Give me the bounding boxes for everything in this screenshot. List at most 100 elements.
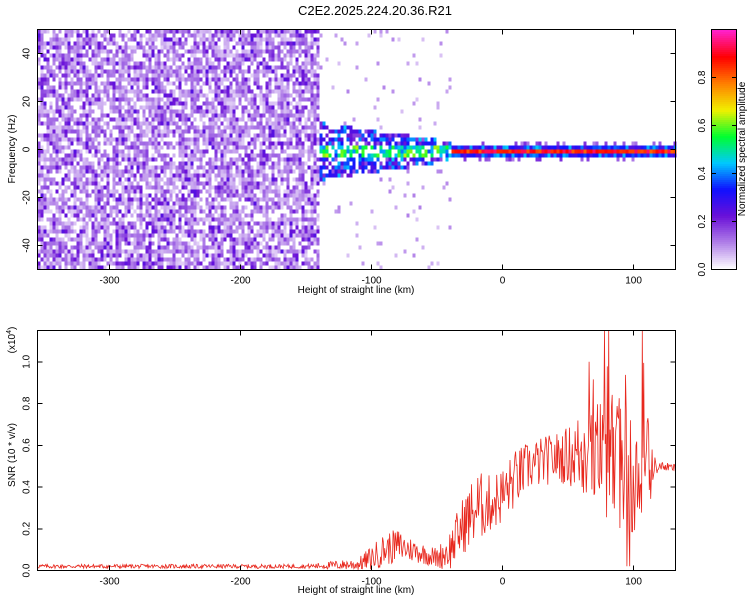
spectrogram-cell <box>508 145 512 150</box>
spectrogram-cell <box>628 149 632 154</box>
spectrogram-cell <box>94 257 98 262</box>
spectrogram-cell <box>76 245 80 250</box>
spectrogram-cell <box>250 149 254 154</box>
spectrogram-cell <box>82 121 86 126</box>
spectrogram-cell <box>304 53 308 58</box>
spectrogram-cell <box>49 261 53 266</box>
spectrogram-cell <box>400 137 404 142</box>
spectrogram-cell <box>166 181 170 186</box>
spectrogram-cell <box>214 85 218 90</box>
spectrogram-cell <box>229 29 233 34</box>
spectrogram-cell <box>265 85 269 90</box>
spectrogram-cell <box>286 233 290 238</box>
spectrogram-cell <box>337 165 341 170</box>
spectrogram-cell <box>79 97 83 102</box>
spectrogram-cell <box>289 137 293 142</box>
spectrogram-cell <box>298 153 302 158</box>
spectrogram-cell <box>178 73 182 78</box>
spectrogram-cell <box>445 149 449 154</box>
spectrogram-cell <box>247 49 251 54</box>
spectrogram-cell <box>115 49 119 54</box>
spectrogram-cell <box>100 157 104 162</box>
spectrogram-cell <box>196 181 200 186</box>
spectrogram-cell <box>388 133 392 138</box>
spectrogram-cell <box>217 181 221 186</box>
spectrogram-cell <box>262 149 266 154</box>
spectrogram-cell <box>265 213 269 218</box>
spectrogram-cell <box>49 241 53 246</box>
spectrogram-cell <box>247 185 251 190</box>
spectrogram-cell <box>247 109 251 114</box>
spectrogram-cell <box>133 233 137 238</box>
spectrogram-cell <box>292 41 296 46</box>
spectrogram-cell <box>151 217 155 222</box>
spectrogram-cell <box>316 73 320 78</box>
spectrogram-cell <box>130 205 134 210</box>
spectrogram-cell <box>220 29 224 34</box>
spectrogram-cell <box>217 61 221 66</box>
spectrogram-cell <box>472 153 476 158</box>
spectrogram-cell <box>367 153 371 158</box>
spectrogram-cell <box>217 37 221 42</box>
spectrogram-cell <box>208 157 212 162</box>
spectrogram-cell <box>70 265 74 270</box>
spectrogram-cell <box>373 141 377 146</box>
spectrogram-cell <box>397 141 401 146</box>
spectrogram-cell <box>37 161 41 166</box>
spectrogram-cell <box>175 57 179 62</box>
spectrogram-cell <box>631 149 635 154</box>
spectrogram-cell <box>310 105 314 110</box>
spectrogram-cell <box>220 157 224 162</box>
spectrogram-cell <box>163 225 167 230</box>
spectrogram-cell <box>106 77 110 82</box>
spectrogram-cell <box>301 261 305 266</box>
spectrogram-cell <box>298 49 302 54</box>
spectrogram-cell <box>196 141 200 146</box>
spectrogram-cell <box>205 137 209 142</box>
spectrogram-cell <box>238 69 242 74</box>
spectrogram-cell <box>79 189 83 194</box>
spectrogram-cell <box>298 197 302 202</box>
spectrogram-cell <box>223 129 227 134</box>
spectrogram-cell <box>313 113 317 118</box>
spectrogram-cell <box>574 145 578 150</box>
spectrogram-cell <box>112 253 116 258</box>
spectrogram-cell <box>301 245 305 250</box>
spectrogram-cell <box>214 145 218 150</box>
spectrogram-cell <box>238 169 242 174</box>
spectrogram-cell <box>148 245 152 250</box>
spectrogram-cell <box>67 117 71 122</box>
spectrogram-cell <box>181 157 185 162</box>
spectrogram-cell <box>61 65 65 70</box>
spectrogram-cell <box>154 157 158 162</box>
spectrogram-cell <box>379 149 383 154</box>
spectrogram-cell <box>211 125 215 130</box>
spectrogram-cell <box>439 169 443 174</box>
spectrogram-cell <box>73 261 77 266</box>
spectrogram-cell <box>292 221 296 226</box>
spectrogram-cell <box>166 161 170 166</box>
spectrogram-cell <box>361 153 365 158</box>
spectrogram-cell <box>316 237 320 242</box>
spectrogram-cell <box>244 237 248 242</box>
spectrogram-cell <box>259 161 263 166</box>
spectrogram-cell <box>166 37 170 42</box>
spectrogram-cell <box>127 181 131 186</box>
colorbar-swatch <box>711 209 737 213</box>
spectrogram-cell <box>181 261 185 266</box>
spectrogram-cell <box>73 29 77 34</box>
spectrogram-cell <box>115 149 119 154</box>
spectrogram-cell <box>223 109 227 114</box>
spectrogram-cell <box>433 145 437 150</box>
spectrogram-cell <box>313 93 317 98</box>
spectrogram-cell <box>613 141 617 146</box>
spectrogram-cell <box>127 125 131 130</box>
spectrogram-cell <box>334 153 338 158</box>
spectrogram-cell <box>64 81 68 86</box>
spectrogram-cell <box>43 229 47 234</box>
spectrogram-cell <box>265 209 269 214</box>
spectrogram-cell <box>40 113 44 118</box>
spectrogram-cell <box>76 137 80 142</box>
spectrogram-cell <box>220 129 224 134</box>
spectrogram-cell <box>214 53 218 58</box>
